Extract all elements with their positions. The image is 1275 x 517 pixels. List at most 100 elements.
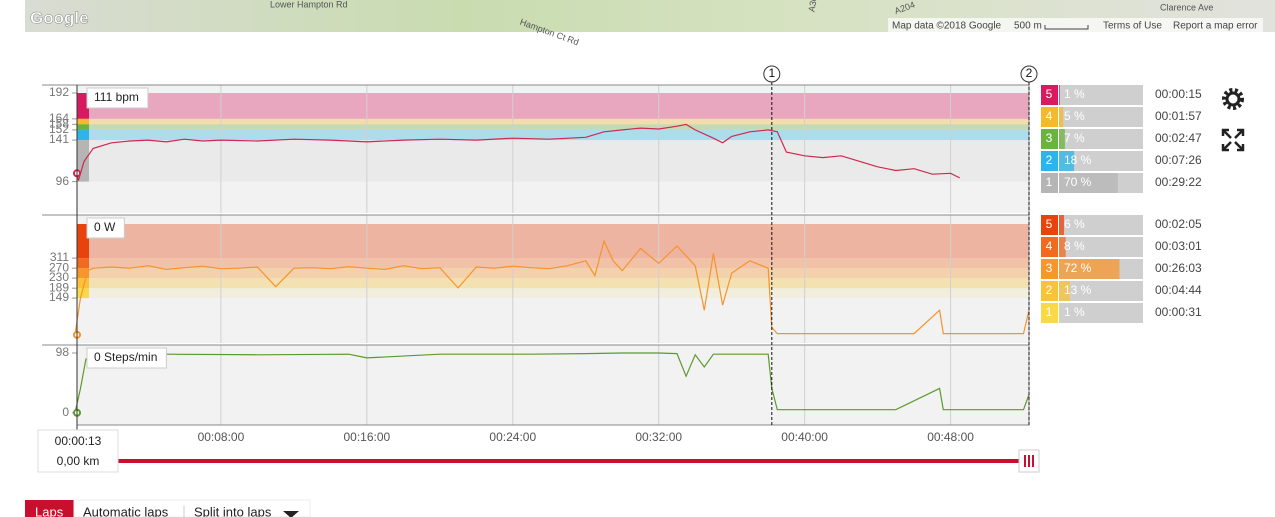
tab-bar — [73, 499, 311, 517]
zone-bar-bg — [1059, 303, 1143, 323]
zone-bar — [1059, 215, 1065, 235]
zone-bar — [1059, 107, 1064, 127]
tab[interactable]: Split into laps — [194, 504, 272, 517]
zone-band — [77, 224, 1029, 259]
y-tick-label: 192 — [49, 85, 69, 99]
zone-percent: 6 % — [1064, 217, 1085, 231]
data-line — [74, 123, 960, 182]
zone-band — [77, 140, 1029, 182]
zone-number-bg — [1041, 237, 1058, 257]
zone-bar — [1059, 237, 1066, 257]
tab-active[interactable] — [25, 500, 74, 517]
map-report[interactable]: Report a map error — [1173, 21, 1258, 32]
zone-bar-bg — [1059, 107, 1143, 127]
zone-bar — [1059, 173, 1118, 193]
zone-bar — [1059, 129, 1065, 149]
zone-strip — [77, 278, 89, 289]
handle-grip — [1024, 455, 1034, 467]
zone-bar-bg — [1059, 215, 1143, 235]
settings-icon[interactable] — [1222, 88, 1244, 110]
x-tick-label: 00:16:00 — [343, 430, 390, 444]
zone-number: 1 — [1046, 305, 1053, 319]
zone-bar-bg — [1059, 129, 1143, 149]
readout: 0 W — [94, 220, 116, 234]
zone-strip — [77, 129, 89, 141]
y-tick-label: 141 — [49, 132, 69, 146]
data-line — [74, 239, 1030, 335]
zone-percent: 13 % — [1064, 283, 1092, 297]
zone-number-bg — [1041, 281, 1058, 301]
readout-box — [86, 87, 149, 109]
zone-bar-bg — [1059, 237, 1143, 257]
y-tick-label: 158 — [49, 117, 69, 131]
zone-number-bg — [1041, 151, 1058, 171]
map-attribution-bg — [888, 18, 1263, 32]
zone-bar-bg — [1059, 151, 1143, 171]
street: Lower Hampton Rd — [270, 0, 348, 9]
zone-bar — [1059, 281, 1070, 301]
x-tick-label: 00:40:00 — [781, 430, 828, 444]
map-logo: Google — [30, 8, 89, 27]
zone-band — [77, 93, 1029, 119]
zone-band — [77, 118, 1029, 125]
street: A307 — [806, 0, 820, 13]
zone-percent: 72 % — [1064, 261, 1092, 275]
zone-strip — [77, 224, 89, 259]
map-attribution: Map data ©2018 Google — [892, 21, 1002, 32]
zone-bar — [1059, 85, 1060, 105]
zone-number: 2 — [1046, 283, 1053, 297]
zone-number-bg — [1041, 215, 1058, 235]
y-tick-label: 230 — [49, 270, 69, 284]
zone-number-bg — [1041, 107, 1058, 127]
readout-box — [86, 347, 167, 369]
scale-bar — [1044, 25, 1089, 30]
street: Clarence Ave — [1160, 2, 1213, 12]
y-tick-label: 96 — [56, 174, 70, 188]
zone-number: 2 — [1046, 153, 1053, 167]
map-terms[interactable]: Terms of Use — [1103, 21, 1162, 32]
zone-bar — [1059, 303, 1060, 323]
zone-percent: 1 % — [1064, 87, 1085, 101]
zone-strip — [77, 268, 89, 279]
zone-number: 1 — [1046, 175, 1053, 189]
y-tick-label: 0 — [62, 405, 69, 419]
zone-number: 3 — [1046, 131, 1053, 145]
zone-strip — [77, 93, 89, 119]
cursor-box — [37, 429, 119, 473]
lap-label: 1 — [768, 66, 775, 80]
y-tick-label: 152 — [49, 122, 69, 136]
lap-badge — [1020, 65, 1038, 83]
zone-percent: 70 % — [1064, 175, 1092, 189]
zone-number-bg — [1041, 85, 1058, 105]
zone-band — [77, 268, 1029, 279]
data-line — [74, 352, 1030, 413]
readout: 111 bpm — [94, 90, 139, 104]
lap-badge — [763, 65, 781, 83]
zone-bar-bg — [1059, 281, 1143, 301]
zone-time: 00:02:47 — [1155, 131, 1202, 145]
panel-bg — [77, 345, 1029, 425]
tab[interactable]: Laps — [35, 504, 64, 517]
y-tick-label: 311 — [50, 250, 69, 264]
zone-band — [77, 124, 1029, 130]
zone-band — [77, 278, 1029, 289]
zone-time: 00:00:31 — [1155, 305, 1202, 319]
zone-time: 00:00:15 — [1155, 87, 1202, 101]
zone-time: 00:04:44 — [1155, 283, 1202, 297]
fullscreen-icon[interactable] — [1221, 128, 1245, 152]
zone-number-bg — [1041, 129, 1058, 149]
zone-time: 00:01:57 — [1155, 109, 1202, 123]
zone-percent: 1 % — [1064, 305, 1085, 319]
zone-number: 4 — [1046, 239, 1053, 253]
zone-time: 00:29:22 — [1155, 175, 1202, 189]
zone-number: 3 — [1046, 261, 1053, 275]
tab[interactable]: Automatic laps — [83, 504, 169, 517]
cursor-time: 00:00:13 — [55, 434, 102, 448]
zone-bar — [1059, 151, 1075, 171]
zone-number: 5 — [1046, 217, 1053, 231]
zone-number: 4 — [1046, 109, 1053, 123]
dropdown-arrow — [283, 511, 299, 517]
zone-band — [77, 129, 1029, 141]
x-tick-label: 00:24:00 — [489, 430, 536, 444]
